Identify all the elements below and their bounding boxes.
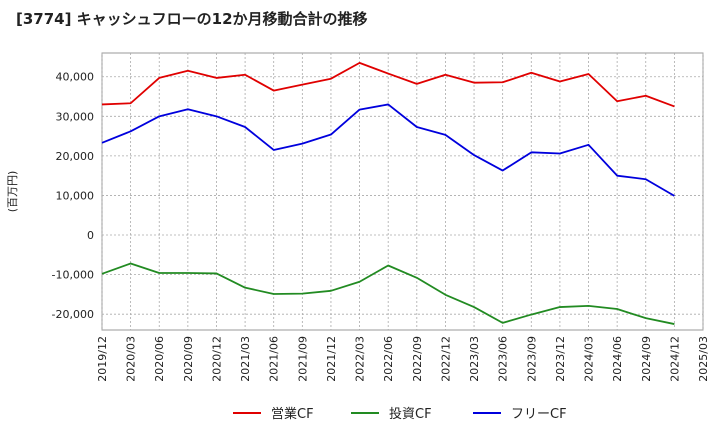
y-tick-label: 30,000 xyxy=(56,110,95,123)
legend-label-3: フリーCF xyxy=(511,407,567,422)
y-tick-label: 10,000 xyxy=(56,189,95,202)
x-tick-label: 2020/09 xyxy=(182,336,195,382)
chart-title: [3774] キャッシュフローの12か月移動合計の推移 xyxy=(16,10,368,28)
series-line-2 xyxy=(101,262,675,325)
y-tick-label: 0 xyxy=(87,229,94,242)
x-tick-label: 2024/06 xyxy=(611,336,624,382)
x-tick-label: 2024/12 xyxy=(668,336,681,382)
x-tick-label: 2024/09 xyxy=(640,336,653,382)
x-tick-label: 2021/06 xyxy=(268,336,281,382)
y-axis-label: (百万円) xyxy=(6,171,19,213)
x-tick-label: 2025/03 xyxy=(697,336,710,382)
x-tick-label: 2023/06 xyxy=(497,336,510,382)
plot-area xyxy=(101,52,704,331)
x-tick-label: 2020/06 xyxy=(153,336,166,382)
x-tick-label: 2023/09 xyxy=(525,336,538,382)
x-tick-label: 2021/03 xyxy=(239,336,252,382)
series-line-3 xyxy=(101,103,675,197)
x-tick-label: 2024/03 xyxy=(583,336,596,382)
x-tick-label: 2021/12 xyxy=(325,336,338,382)
x-tick-label: 2022/09 xyxy=(411,336,424,382)
legend-label-1: 営業CF xyxy=(271,406,314,422)
x-tick-label: 2020/12 xyxy=(210,336,223,382)
x-tick-label: 2022/06 xyxy=(382,336,395,382)
x-tick-label: 2023/12 xyxy=(554,336,567,382)
y-tick-label: -20,000 xyxy=(52,308,94,321)
x-tick-label: 2021/09 xyxy=(296,336,309,382)
legend-label-2: 投資CF xyxy=(389,406,432,422)
y-tick-label: -10,000 xyxy=(52,269,94,282)
x-tick-label: 2022/03 xyxy=(354,336,367,382)
series-line-1 xyxy=(101,61,675,108)
y-tick-label: 20,000 xyxy=(56,150,95,163)
x-tick-label: 2020/03 xyxy=(125,336,138,382)
y-tick-label: 40,000 xyxy=(56,71,95,84)
x-tick-label: 2023/03 xyxy=(468,336,481,382)
x-tick-label: 2022/12 xyxy=(439,336,452,382)
x-tick-label: 2019/12 xyxy=(96,336,109,382)
